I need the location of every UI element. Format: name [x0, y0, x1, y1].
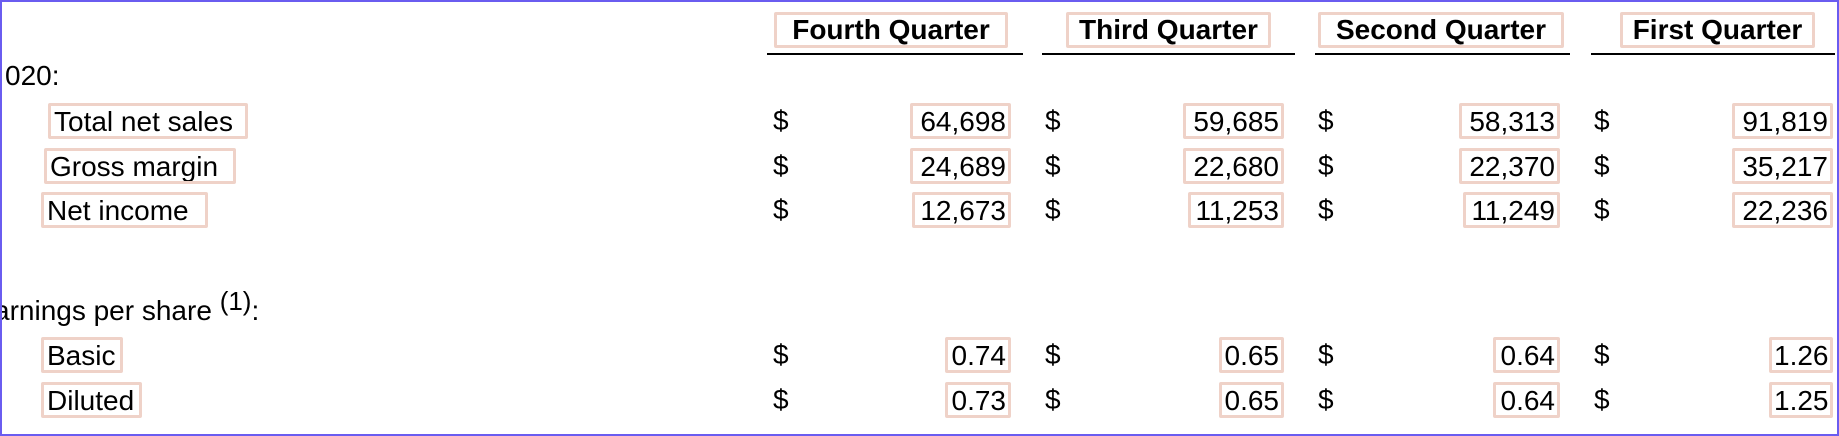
eps-label-text: arnings per share: [0, 295, 212, 326]
currency-symbol: $: [1594, 194, 1610, 225]
row-label-gross-margin: Gross margin: [44, 148, 236, 184]
currency-symbol: $: [1594, 339, 1610, 370]
section-eps-label: arnings per share (1):: [0, 286, 260, 327]
value-net-income-q4: 12,673: [912, 192, 1011, 228]
currency-symbol: $: [1318, 105, 1334, 136]
currency-symbol: $: [1318, 194, 1334, 225]
value-gross-margin-q2: 22,370: [1459, 148, 1560, 184]
header-third-quarter: Third Quarter: [1066, 12, 1271, 48]
currency-symbol: $: [1594, 384, 1610, 415]
currency-symbol: $: [1318, 339, 1334, 370]
header-second-quarter: Second Quarter: [1318, 12, 1564, 48]
currency-symbol: $: [773, 150, 789, 181]
section-year-label: 020:: [5, 60, 60, 91]
row-label-basic: Basic: [41, 337, 123, 373]
currency-symbol: $: [773, 339, 789, 370]
currency-symbol: $: [1045, 150, 1061, 181]
value-gross-margin-q4: 24,689: [910, 148, 1011, 184]
row-label-net-income: Net income: [41, 192, 208, 228]
value-basic-q3: 0.65: [1219, 337, 1284, 373]
value-diluted-q2: 0.64: [1493, 382, 1560, 418]
eps-footnote: (1): [219, 286, 252, 316]
header-first-quarter: First Quarter: [1620, 12, 1815, 48]
currency-symbol: $: [1318, 150, 1334, 181]
value-diluted-q3: 0.65: [1219, 382, 1284, 418]
value-net-income-q1: 22,236: [1732, 192, 1833, 228]
header-underline-q1: [1591, 53, 1835, 55]
value-basic-q4: 0.74: [945, 337, 1011, 373]
value-net-sales-q3: 59,685: [1183, 103, 1284, 139]
header-underline-q3: [1042, 53, 1295, 55]
currency-symbol: $: [773, 384, 789, 415]
value-gross-margin-q1: 35,217: [1732, 148, 1833, 184]
value-basic-q1: 1.26: [1769, 337, 1833, 373]
currency-symbol: $: [1045, 105, 1061, 136]
header-fourth-quarter: Fourth Quarter: [774, 12, 1008, 48]
currency-symbol: $: [1318, 384, 1334, 415]
currency-symbol: $: [1045, 194, 1061, 225]
value-diluted-q1: 1.25: [1769, 382, 1833, 418]
currency-symbol: $: [773, 105, 789, 136]
currency-symbol: $: [773, 194, 789, 225]
value-net-sales-q1: 91,819: [1732, 103, 1833, 139]
currency-symbol: $: [1045, 339, 1061, 370]
row-label-total-net-sales: Total net sales: [48, 103, 248, 139]
value-net-sales-q4: 64,698: [910, 103, 1011, 139]
value-net-income-q3: 11,253: [1188, 192, 1284, 228]
value-net-sales-q2: 58,313: [1459, 103, 1560, 139]
row-label-diluted: Diluted: [41, 382, 142, 418]
value-gross-margin-q3: 22,680: [1183, 148, 1284, 184]
value-diluted-q4: 0.73: [945, 382, 1011, 418]
currency-symbol: $: [1045, 384, 1061, 415]
currency-symbol: $: [1594, 150, 1610, 181]
currency-symbol: $: [1594, 105, 1610, 136]
header-underline-q2: [1315, 53, 1570, 55]
value-basic-q2: 0.64: [1493, 337, 1560, 373]
value-net-income-q2: 11,249: [1463, 192, 1560, 228]
header-underline-q4: [767, 53, 1023, 55]
eps-colon: :: [251, 295, 260, 326]
